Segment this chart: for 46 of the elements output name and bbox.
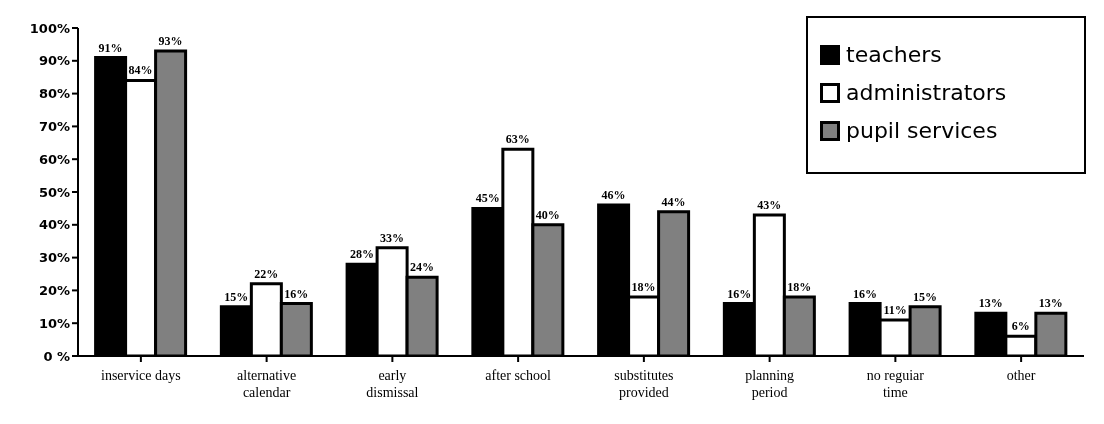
- data-label: 84%: [128, 63, 153, 78]
- y-tick-label: 30%: [38, 250, 70, 266]
- data-label: 6%: [1011, 319, 1030, 334]
- x-tick-label: no reguiar time: [866, 368, 925, 400]
- y-tick-label: 70%: [38, 119, 70, 135]
- x-tick-label: alternative calendar: [237, 368, 297, 400]
- data-label: 13%: [1038, 296, 1063, 311]
- data-label: 93%: [158, 33, 183, 48]
- y-tick-label: 100%: [29, 20, 70, 36]
- x-tick-label: other: [1006, 368, 1036, 383]
- data-label: 15%: [913, 289, 938, 304]
- y-tick-label: 90%: [38, 53, 70, 69]
- y-tick-label: 60%: [38, 151, 70, 167]
- data-label: 18%: [787, 279, 812, 294]
- data-label: 16%: [853, 286, 878, 301]
- x-tick-label: inservice days: [101, 368, 181, 383]
- data-label: 13%: [978, 296, 1003, 311]
- data-label: 11%: [883, 302, 907, 317]
- legend-label: administrators: [846, 79, 1007, 107]
- data-label: 18%: [631, 279, 656, 294]
- y-tick-label: 40%: [38, 217, 70, 233]
- y-tick-label: 80%: [38, 86, 70, 102]
- data-label: 63%: [505, 132, 530, 147]
- data-label: 45%: [475, 191, 500, 206]
- data-label: 46%: [601, 188, 626, 203]
- y-tick-label: 50%: [38, 184, 70, 200]
- y-tick-label: 0 %: [43, 348, 70, 364]
- data-label: 24%: [410, 260, 435, 275]
- data-label: 44%: [661, 194, 686, 209]
- data-label: 40%: [535, 207, 560, 222]
- data-label: 33%: [380, 230, 405, 245]
- x-tick-label: planning period: [745, 368, 795, 400]
- data-label: 43%: [757, 197, 782, 212]
- data-label: 28%: [350, 247, 375, 262]
- x-tick-label: early dismissal: [366, 368, 419, 400]
- legend-label: pupil services: [846, 117, 998, 145]
- data-label: 16%: [727, 286, 752, 301]
- legend-label: teachers: [846, 41, 942, 69]
- data-label: 91%: [98, 40, 123, 55]
- data-label: 22%: [254, 266, 279, 281]
- data-label: 15%: [224, 289, 249, 304]
- x-tick-label: substitutes provided: [614, 368, 674, 400]
- y-tick-label: 20%: [38, 283, 70, 299]
- y-tick-label: 10%: [38, 315, 70, 331]
- data-label: 16%: [284, 286, 309, 301]
- x-tick-label: after school: [485, 368, 552, 383]
